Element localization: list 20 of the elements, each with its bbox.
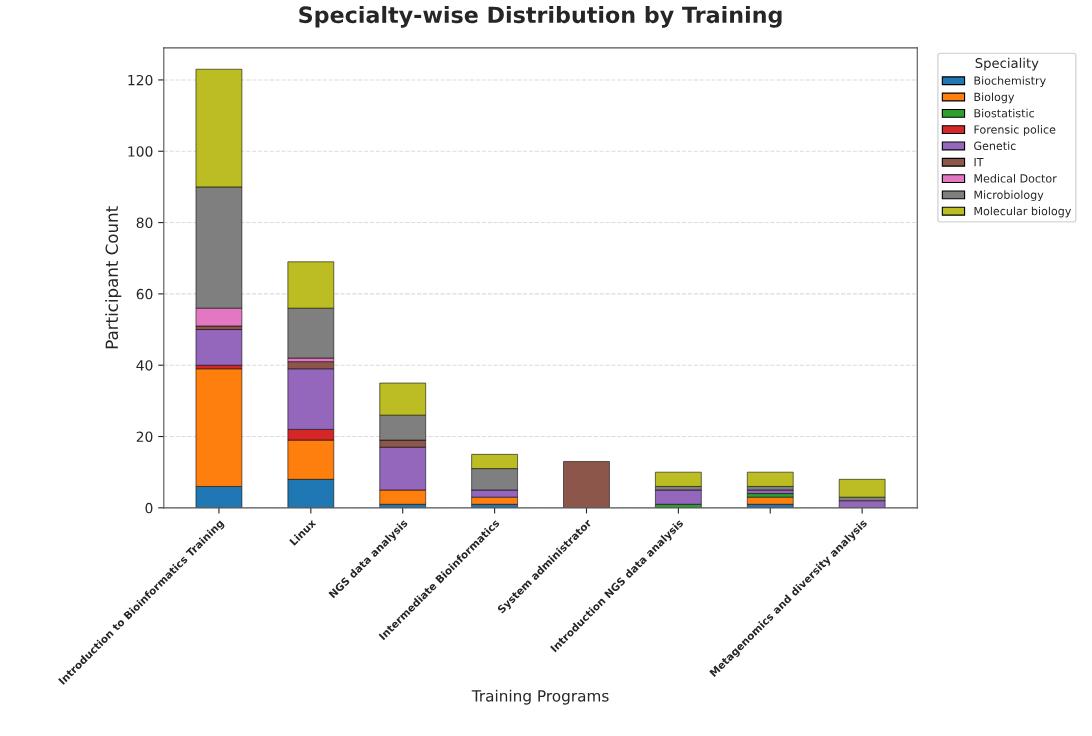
- x-axis-title: Training Programs: [471, 689, 609, 705]
- y-tick-label: 80: [136, 217, 153, 229]
- y-tick-label: 100: [128, 146, 153, 157]
- legend-title: Speciality: [975, 57, 1039, 71]
- legend-label: Molecular biology: [974, 206, 1072, 218]
- y-tick-label: 60: [136, 288, 153, 300]
- chart-title: Specialty-wise Distribution by Training: [299, 5, 782, 28]
- legend-label: Microbiology: [974, 190, 1044, 202]
- legend-label: Genetic: [974, 141, 1016, 150]
- legend-label: Forensic police: [974, 125, 1056, 136]
- y-tick-label: 120: [128, 74, 153, 86]
- y-tick-label: 20: [136, 431, 153, 442]
- legend-label: Biology: [974, 92, 1015, 104]
- legend-label: Biochemistry: [974, 76, 1046, 87]
- y-tick-label: 40: [136, 360, 153, 371]
- legend-label: IT: [974, 158, 984, 167]
- y-tick-label: 0: [145, 502, 153, 514]
- legend-label: Biostatistic: [974, 108, 1035, 118]
- y-axis-title: Participant Count: [105, 206, 122, 349]
- legend-label: Medical Doctor: [974, 174, 1057, 183]
